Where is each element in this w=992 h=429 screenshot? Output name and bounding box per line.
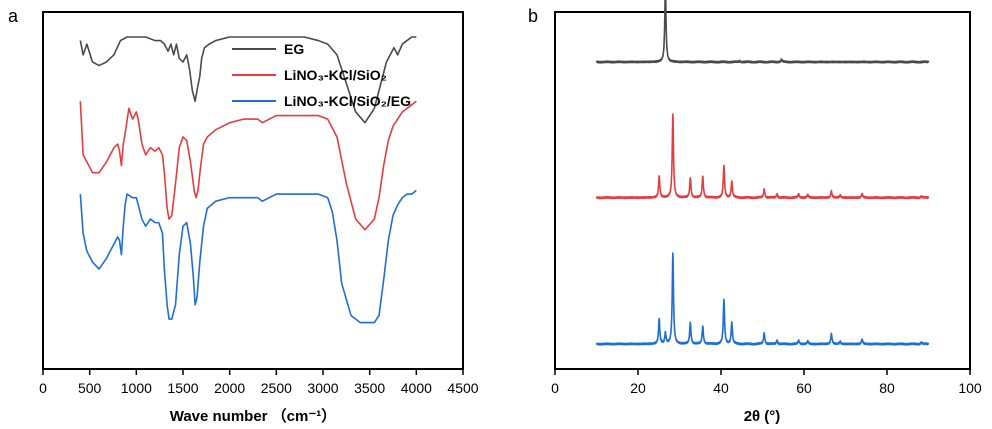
x-tick-label-a-2: 1000 [121, 380, 152, 396]
x-tick-label-b-4: 80 [879, 380, 895, 396]
series-lines-a [79, 36, 417, 324]
series-line-b-1 [595, 113, 930, 200]
panel-label-b: b [528, 6, 538, 26]
x-tick-label-a-3: 1500 [167, 380, 198, 396]
series-line-b-2 [595, 252, 930, 346]
x-tick-label-b-3: 60 [796, 380, 812, 396]
legend-label-eg: EG [284, 41, 304, 57]
x-tick-label-a-9: 4500 [447, 380, 478, 396]
x-axis-label-b: 2θ (°) [744, 408, 781, 425]
plot-frame-a [42, 11, 464, 370]
x-tick-label-a-7: 3500 [354, 380, 385, 396]
series-line-a-1 [79, 100, 417, 231]
x-tick-label-a-4: 2000 [214, 380, 245, 396]
legend-label-lino3-kcl-sio2: LiNO₃-KCl/SiO₂ [284, 67, 387, 83]
x-tick-label-b-5: 100 [958, 380, 982, 396]
plot-frame-b [554, 11, 971, 370]
x-tick-label-a-8: 4000 [401, 380, 432, 396]
legend-label-lino3-kcl-sio2-eg: LiNO₃-KCl/SiO₂/EG [284, 93, 411, 109]
legend-a: EG LiNO₃-KCl/SiO₂ LiNO₃-KCl/SiO₂/EG [232, 41, 411, 109]
x-tick-label-b-0: 0 [551, 380, 559, 396]
x-tick-label-a-0: 0 [39, 380, 47, 396]
x-axis-label-a: Wave number （cm⁻¹） [170, 407, 337, 425]
series-line-b-0 [595, 0, 930, 64]
panel-label-a: a [8, 6, 19, 26]
x-ticks-a: 0 500 1000 1500 2000 2500 3000 3500 4000 4500 [39, 369, 479, 396]
x-tick-label-a-1: 500 [78, 380, 102, 396]
x-ticks-b: 0 20 40 60 80 100 [551, 369, 982, 396]
series-line-a-2 [79, 189, 417, 324]
panel-a: a 0 500 1000 1500 2000 2500 3000 3500 4000 4500 E… [8, 6, 479, 425]
x-tick-label-a-5: 2500 [261, 380, 292, 396]
x-tick-label-b-1: 20 [630, 380, 646, 396]
x-tick-label-b-2: 40 [713, 380, 729, 396]
panel-b: b 0 20 40 60 80 100 2θ (°) [528, 0, 982, 425]
x-tick-label-a-6: 3000 [307, 380, 338, 396]
series-line-a-0 [79, 36, 417, 124]
series-lines-b [595, 0, 930, 346]
